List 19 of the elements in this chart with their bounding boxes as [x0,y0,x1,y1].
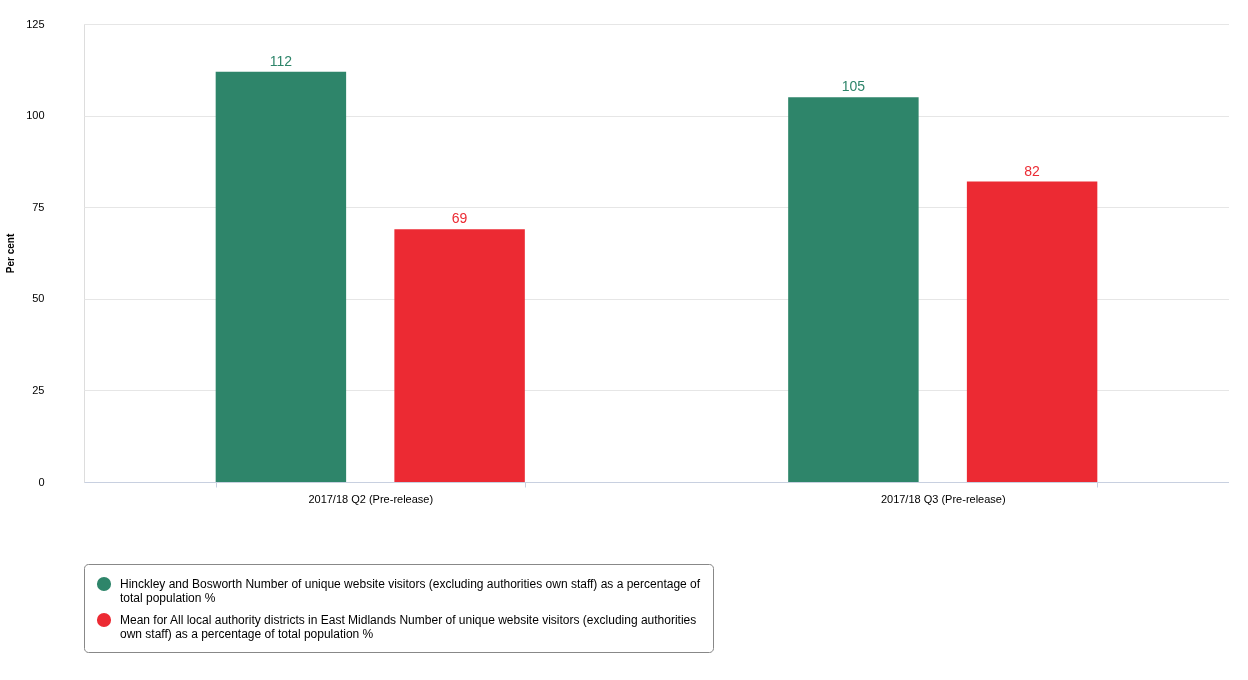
x-tick-label: 2017/18 Q2 (Pre-release) [308,492,434,505]
x-tick-label: 2017/18 Q3 (Pre-release) [880,492,1006,505]
data-label: 105 [841,78,866,95]
y-axis-title: Per cent [5,233,17,274]
y-tick-label: 125 [26,17,45,30]
data-label: 82 [1024,162,1041,179]
bar [394,229,525,482]
bar [215,71,347,482]
legend-label: Hinckley and Bosworth Number of unique website visitors (excluding authorities own staff) as a percentage of total population % [120,577,701,605]
y-tick-label: 100 [26,109,45,122]
y-tick-label: 75 [32,200,45,213]
data-label: 112 [269,52,293,69]
data-label: 69 [451,210,468,227]
bar [966,181,1098,482]
y-tick-label: 25 [32,383,45,396]
y-tick-label: 0 [38,475,45,488]
legend-label: Mean for All local authority districts in East Midlands Number of unique website visitors (excluding authorities own staff) as a percentage of total population % [120,613,697,641]
y-tick-label: 50 [32,292,45,305]
bar [788,97,919,482]
